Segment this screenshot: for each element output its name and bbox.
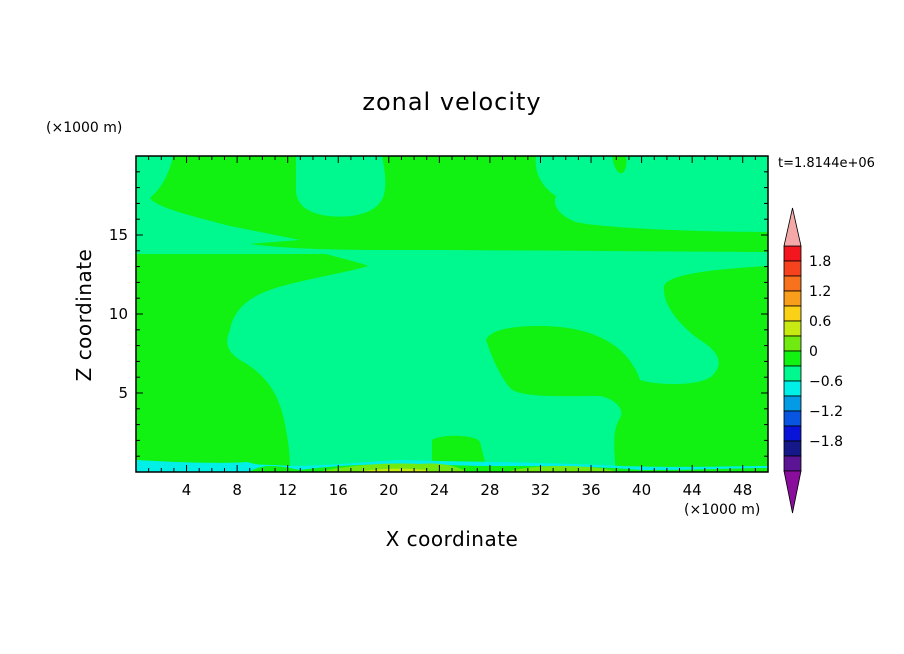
colorbar-tick-label: −0.6 bbox=[809, 374, 843, 390]
colorbar-level bbox=[783, 380, 802, 397]
colorbar-tick-label: 0.6 bbox=[809, 314, 831, 330]
colorbar-level bbox=[783, 260, 802, 277]
y-axis-label: Z coordinate bbox=[72, 248, 96, 382]
x-tick-label: 44 bbox=[683, 481, 702, 499]
colorbar-over-arrow bbox=[783, 207, 802, 247]
colorbar-level bbox=[783, 455, 802, 472]
colorbar: 1.8 1.2 0.6 0 −0.6 −1.2 −1.8 bbox=[783, 207, 843, 514]
x-tick-label: 20 bbox=[379, 481, 398, 499]
upper-band-notch bbox=[296, 156, 386, 217]
x-tick-label: 8 bbox=[232, 481, 242, 499]
colorbar-level bbox=[783, 245, 802, 262]
time-label: t=1.8144e+06 bbox=[778, 156, 875, 171]
colorbar-tick-label: −1.8 bbox=[809, 434, 843, 450]
colorbar-under-arrow bbox=[783, 470, 802, 514]
colorbar-level bbox=[783, 410, 802, 427]
y-axis-unit: (×1000 m) bbox=[46, 120, 123, 136]
colorbar-level bbox=[783, 320, 802, 337]
x-tick-label: 40 bbox=[632, 481, 651, 499]
colorbar-level bbox=[783, 440, 802, 457]
colorbar-tick-label: 1.2 bbox=[809, 284, 831, 300]
colorbar-level bbox=[783, 275, 802, 292]
colorbar-level bbox=[783, 395, 802, 412]
x-axis-label: X coordinate bbox=[385, 527, 519, 551]
central-tongue bbox=[227, 252, 768, 472]
x-tick-label: 36 bbox=[581, 481, 600, 499]
y-tick-label: 15 bbox=[109, 226, 128, 244]
colorbar-level bbox=[783, 425, 802, 442]
colorbar-tick-label: 1.8 bbox=[809, 254, 831, 270]
x-axis-unit: (×1000 m) bbox=[684, 502, 761, 518]
upper-band-right bbox=[535, 156, 768, 232]
colorbar-level bbox=[783, 350, 802, 367]
colorbar-tick-label: −1.2 bbox=[809, 404, 843, 420]
colorbar-level bbox=[783, 305, 802, 322]
x-tick-label: 28 bbox=[480, 481, 499, 499]
x-tick-label: 48 bbox=[733, 481, 752, 499]
y-tick-label: 10 bbox=[109, 305, 128, 323]
y-tick-label: 5 bbox=[118, 384, 128, 402]
colorbar-level bbox=[783, 290, 802, 307]
bottom-layer-yellow bbox=[355, 468, 433, 472]
x-tick-label: 12 bbox=[278, 481, 297, 499]
x-tick-label: 4 bbox=[182, 481, 192, 499]
x-tick-label: 16 bbox=[329, 481, 348, 499]
velocity-field bbox=[136, 156, 768, 472]
colorbar-level bbox=[783, 335, 802, 352]
colorbar-tick-label: 0 bbox=[809, 344, 818, 360]
chart-title: zonal velocity bbox=[362, 88, 542, 116]
x-tick-label: 32 bbox=[531, 481, 550, 499]
bottom-layer-lime bbox=[318, 463, 468, 472]
x-tick-label: 24 bbox=[430, 481, 449, 499]
colorbar-level bbox=[783, 365, 802, 382]
